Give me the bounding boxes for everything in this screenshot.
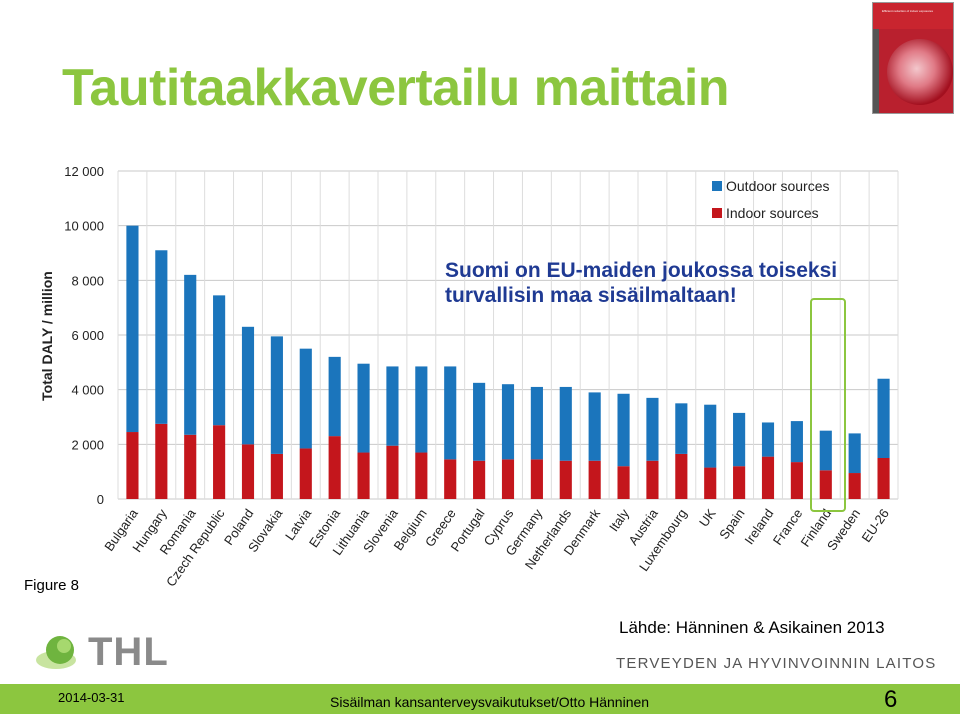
bar-indoor-belgium [415, 452, 428, 499]
bar-indoor-cyprus [501, 459, 515, 499]
bar-indoor-estonia [328, 436, 341, 499]
bar-indoor-slovenia [386, 445, 399, 499]
bar-outdoor-luxembourg [675, 403, 688, 454]
footer-bar: 2014-03-31 Sisäilman kansanterveysvaikut… [0, 684, 960, 714]
bar-outdoor-bulgaria [126, 225, 139, 433]
bar-outdoor-belgium [415, 366, 428, 453]
x-tick-label: Italy [606, 506, 632, 535]
bar-indoor-finland [819, 470, 832, 499]
bar-outdoor-slovenia [386, 366, 399, 446]
slide-title: Tautitaakkavertailu maittain [62, 59, 730, 117]
chart-annotation: Suomi on EU-maiden joukossa toiseksi tur… [445, 258, 837, 308]
bar-outdoor-france [790, 421, 803, 463]
bar-outdoor-slovakia [270, 336, 283, 454]
y-tick-label: 6 000 [71, 328, 104, 343]
footer-page-number: 6 [884, 686, 898, 713]
bar-outdoor-germany [530, 386, 543, 460]
bar-indoor-denmark [588, 460, 601, 499]
thl-leaf-icon [36, 636, 76, 669]
bar-outdoor-lithuania [357, 363, 370, 453]
bar-indoor-luxembourg [675, 453, 688, 499]
thumbnail-stripe [873, 29, 879, 113]
bar-outdoor-poland [241, 326, 255, 445]
bar-indoor-romania [184, 434, 197, 499]
y-tick-label: 0 [97, 492, 104, 507]
thumbnail-flower-image [887, 39, 953, 105]
bar-indoor-netherlands [559, 460, 572, 499]
bar-indoor-portugal [473, 460, 486, 499]
finland-highlight-box [810, 298, 846, 512]
bar-indoor-spain [733, 466, 746, 499]
bar-outdoor-cyprus [501, 384, 515, 460]
bar-outdoor-hungary [155, 250, 168, 424]
legend-indoor-swatch [712, 208, 722, 218]
bar-indoor-italy [617, 466, 630, 499]
bar-indoor-ireland [761, 456, 775, 499]
legend-outdoor-swatch [712, 181, 722, 191]
bar-outdoor-eu-26 [877, 378, 890, 458]
daly-stacked-bar-chart: 0 2 000 4 000 6 000 8 000 10 000 12 000 Bulgar… [39, 164, 899, 589]
bar-outdoor-sweden [848, 433, 861, 474]
bar-outdoor-czech-republic [213, 295, 226, 426]
figure-label: Figure 8 [24, 577, 80, 594]
bar-indoor-eu-26 [877, 458, 890, 499]
bar-outdoor-spain [733, 412, 746, 467]
bar-outdoor-estonia [328, 356, 341, 437]
bar-outdoor-ireland [761, 422, 775, 457]
legend-indoor-label: Indoor sources [726, 205, 819, 221]
footer-presentation-title: Sisäilman kansanterveysvaikutukset/Otto … [330, 694, 650, 710]
organization-name: TERVEYDEN JA HYVINVOINNIN LAITOS [616, 655, 937, 672]
bar-indoor-latvia [299, 448, 312, 499]
annotation-line-2: turvallisin maa sisäilmaltaan! [445, 284, 737, 307]
bar-indoor-lithuania [357, 452, 370, 499]
bar-indoor-france [790, 462, 803, 499]
bar-outdoor-greece [444, 366, 457, 460]
report-thumbnail: Efficient reduction of indoor exposures [872, 2, 954, 114]
bar-outdoor-uk [704, 404, 717, 468]
bar-indoor-hungary [155, 423, 168, 499]
legend-outdoor-label: Outdoor sources [726, 178, 830, 194]
x-tick-label: UK [696, 506, 719, 530]
bar-indoor-uk [704, 467, 717, 499]
bar-outdoor-romania [184, 274, 197, 435]
bar-indoor-poland [241, 444, 255, 499]
bar-outdoor-finland [819, 430, 832, 471]
bar-indoor-sweden [848, 473, 861, 499]
thl-logo-text: THL [88, 630, 169, 674]
bar-outdoor-netherlands [559, 386, 572, 461]
y-tick-label: 4 000 [71, 383, 104, 398]
thl-logo: THL [36, 628, 169, 674]
annotation-line-1: Suomi on EU-maiden joukossa toiseksi [445, 259, 838, 282]
footer-date: 2014-03-31 [58, 690, 125, 705]
chart-bars [126, 225, 890, 499]
y-tick-label: 2 000 [71, 437, 104, 452]
y-axis-ticks: 0 2 000 4 000 6 000 8 000 10 000 12 000 [64, 164, 104, 507]
y-tick-label: 10 000 [64, 219, 104, 234]
bar-indoor-czech-republic [213, 425, 226, 499]
chart-grid [117, 170, 899, 500]
source-citation: Lähde: Hänninen & Asikainen 2013 [619, 618, 885, 637]
bar-indoor-germany [530, 459, 543, 499]
bar-outdoor-latvia [299, 348, 312, 449]
bar-outdoor-italy [617, 393, 630, 467]
x-tick-label: EU-26 [859, 506, 892, 545]
y-tick-label: 12 000 [64, 164, 104, 179]
bar-indoor-bulgaria [126, 432, 139, 499]
bar-indoor-austria [646, 460, 659, 499]
bar-indoor-slovakia [270, 453, 283, 499]
chart-legend: Outdoor sources Indoor sources [712, 178, 830, 221]
bar-outdoor-portugal [473, 382, 486, 461]
bar-outdoor-denmark [588, 392, 601, 461]
y-tick-label: 8 000 [71, 273, 104, 288]
bar-outdoor-austria [646, 397, 659, 461]
y-axis-label: Total DALY / million [39, 271, 55, 401]
bar-indoor-greece [444, 459, 457, 499]
thumbnail-title: Efficient reduction of indoor exposures [882, 9, 933, 13]
thumbnail-header-band: Efficient reduction of indoor exposures [873, 3, 953, 29]
